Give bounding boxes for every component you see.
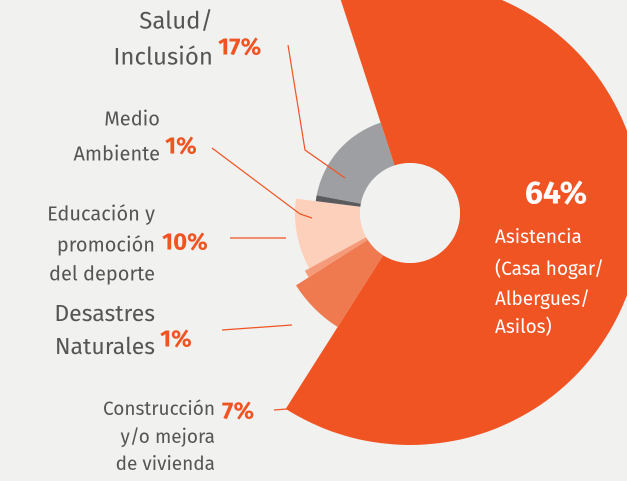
category-label: Ambiente [73,142,160,166]
leader-lines [211,44,346,411]
category-label: Medio [104,107,160,131]
leader-line [273,395,316,411]
wedge [296,239,384,327]
wedge [285,0,627,445]
value-label: 17% [218,33,261,61]
donut-hole [360,163,460,263]
category-label: de vivienda [116,453,215,476]
category-label: Inclusión [113,43,213,71]
value-label: 1% [165,132,197,160]
category-label: del deporte [49,262,155,286]
leader-line [287,44,346,179]
wedge [304,237,368,278]
category-label: Salud/ [139,7,213,35]
value-label: 10% [162,228,208,256]
wedge [315,195,361,207]
category-label: y/o mejora [121,426,215,449]
category-label: (Casa hogar/ [495,258,604,281]
value-label: 64% [525,175,587,213]
wedge [295,198,367,269]
wedge [316,122,395,204]
category-label: Educación y [47,202,155,226]
category-label: Naturales [55,333,155,361]
leader-line [221,324,293,331]
wedges [285,0,627,445]
category-label: Construcción [103,398,215,421]
category-label: promoción [57,233,155,257]
category-label: Desastres [54,300,155,328]
category-label: Asilos) [495,316,552,339]
value-label: 1% [160,325,192,353]
value-label: 7% [222,397,254,425]
category-label: Asistencia [495,226,582,249]
category-label: Albergues/ [495,288,590,311]
leader-line [211,147,313,219]
